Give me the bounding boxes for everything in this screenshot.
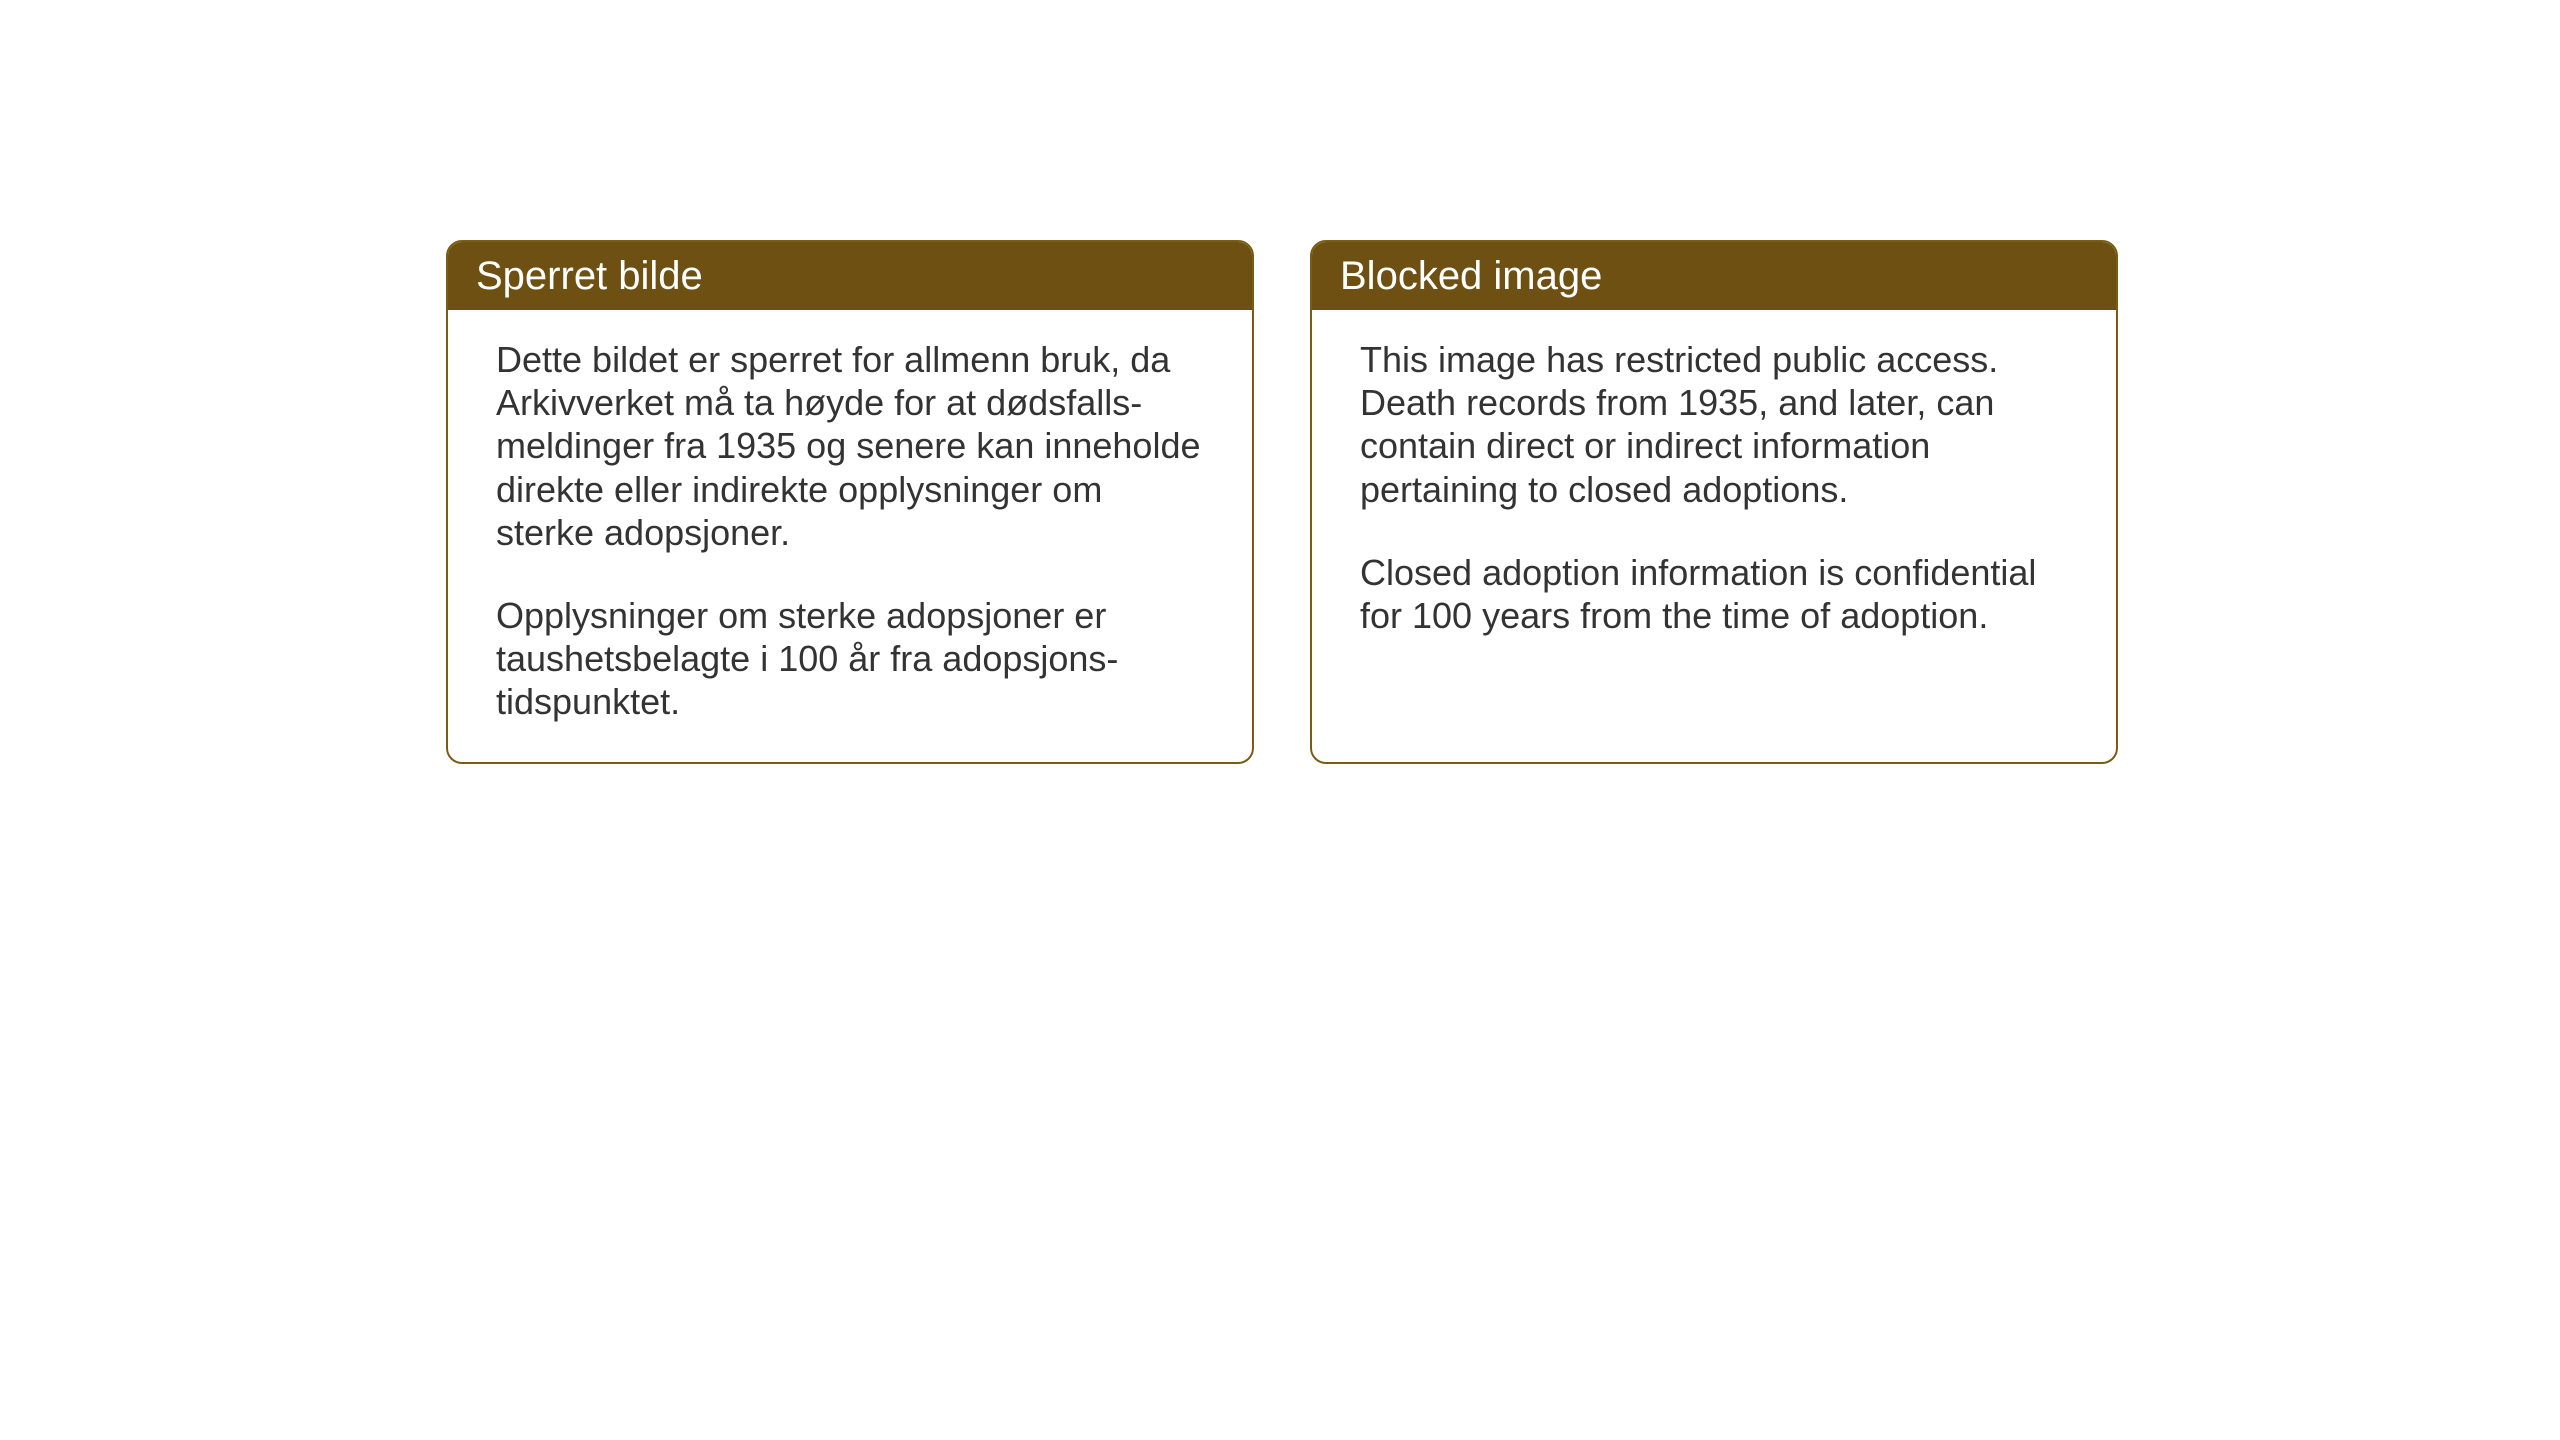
card-header-english: Blocked image: [1312, 242, 2116, 310]
card-paragraph: Opplysninger om sterke adopsjoner er tau…: [496, 594, 1204, 724]
card-paragraph: Dette bildet er sperret for allmenn bruk…: [496, 338, 1204, 554]
card-norwegian: Sperret bilde Dette bildet er sperret fo…: [446, 240, 1254, 764]
cards-container: Sperret bilde Dette bildet er sperret fo…: [446, 240, 2118, 764]
card-english: Blocked image This image has restricted …: [1310, 240, 2118, 764]
card-paragraph: Closed adoption information is confident…: [1360, 551, 2068, 637]
card-body-english: This image has restricted public access.…: [1312, 310, 2116, 748]
card-body-norwegian: Dette bildet er sperret for allmenn bruk…: [448, 310, 1252, 762]
card-paragraph: This image has restricted public access.…: [1360, 338, 2068, 511]
card-header-norwegian: Sperret bilde: [448, 242, 1252, 310]
